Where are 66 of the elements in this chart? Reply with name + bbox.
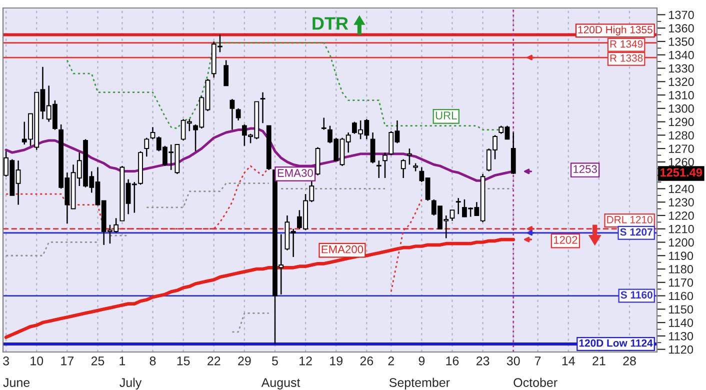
ref-line-label: R 1349 — [610, 40, 643, 48]
x-tick-label: 5 — [272, 356, 278, 366]
x-tick-label: 22 — [208, 356, 220, 366]
y-tick-label: 1310 — [669, 91, 694, 100]
x-tick-label: 7 — [534, 356, 541, 366]
text: August — [261, 378, 300, 390]
ref-line-label: S 1160 — [620, 291, 652, 299]
x-tick-label: 16 — [446, 356, 459, 366]
text: June — [3, 378, 30, 387]
x-tick-label: 26 — [360, 356, 374, 366]
y-tick-label: 1220 — [669, 212, 694, 220]
x-tick-label: 19 — [330, 356, 342, 366]
y-tick-label: 1230 — [669, 198, 694, 206]
annotation: 1202 — [554, 236, 578, 244]
y-tick-label: 1210 — [669, 224, 694, 234]
x-tick-label: 15 — [177, 356, 190, 366]
x-tick-label: 2 — [388, 356, 394, 366]
x-tick-label: 12 — [300, 356, 312, 366]
y-tick-label: 1240 — [669, 184, 694, 194]
x-tick-label: 1 — [120, 356, 126, 366]
x-tick-label: 29 — [238, 356, 251, 366]
y-tick-label: 1350 — [669, 37, 694, 46]
y-tick-label: 1300 — [669, 104, 694, 113]
y-tick-label: 1120 — [669, 345, 694, 354]
series-label: EMA200 — [322, 245, 364, 254]
ref-line-label: R 1338 — [610, 54, 643, 62]
y-tick-label: 1370 — [669, 10, 694, 20]
x-tick-label: 28 — [623, 356, 636, 366]
series-label: URL — [436, 112, 457, 120]
y-tick-label: 1330 — [669, 64, 694, 73]
x-tick-label: 8 — [150, 356, 156, 366]
y-tick-label: 1270 — [669, 144, 694, 153]
chart-title: DTR — [312, 17, 348, 30]
ref-line-label: DRL 1210 — [607, 216, 652, 224]
x-tick-label: 25 — [91, 356, 104, 366]
y-tick-label: 1150 — [669, 305, 694, 314]
y-tick-label: 1170 — [669, 278, 694, 287]
y-tick-label: 1130 — [669, 332, 694, 340]
y-tick-label: 1160 — [669, 292, 694, 300]
x-tick-label: 14 — [562, 356, 575, 366]
x-tick-label: 30 — [506, 356, 520, 366]
y-tick-label: 1320 — [669, 78, 694, 86]
ref-line-label: 120D Low 1124 — [579, 339, 653, 347]
x-tick-label: 17 — [61, 356, 74, 366]
y-tick-label: 1340 — [669, 50, 694, 60]
y-tick-label: 1190 — [669, 252, 694, 260]
ref-line-label: S 1207 — [620, 228, 652, 236]
text: 1251.49 — [660, 168, 702, 177]
y-tick-label: 1200 — [669, 238, 694, 247]
y-tick-label: 1260 — [669, 158, 694, 166]
x-tick-label: 10 — [30, 356, 44, 366]
text: October — [514, 378, 558, 387]
y-tick-label: 1280 — [669, 131, 694, 140]
x-tick-label: 23 — [476, 356, 490, 366]
text: July — [120, 378, 142, 390]
annotation: 1253 — [574, 165, 597, 174]
x-tick-label: 3 — [3, 356, 9, 366]
x-tick-label: 9 — [418, 356, 425, 366]
y-tick-label: 1140 — [669, 318, 694, 327]
y-tick-label: 1180 — [669, 265, 694, 274]
y-tick-label: 1360 — [669, 24, 694, 32]
ref-line-label: 120D High 1355 — [578, 26, 652, 36]
text: September — [389, 378, 450, 390]
y-tick-label: 1290 — [669, 118, 694, 126]
x-tick-label: 21 — [592, 356, 606, 366]
series-label: EMA30 — [278, 169, 313, 177]
